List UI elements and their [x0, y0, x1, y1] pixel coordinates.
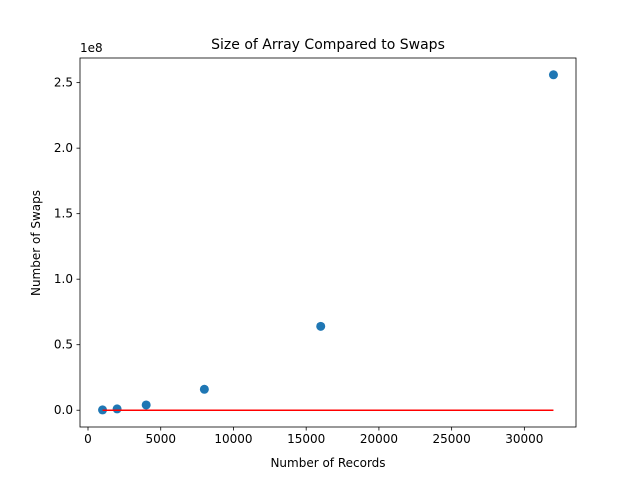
x-tick-label: 25000 [433, 432, 471, 446]
y-tick-label: 0.0 [54, 403, 73, 417]
x-tick-label: 15000 [287, 432, 325, 446]
y-tick-label: 0.5 [54, 338, 73, 352]
data-point [548, 70, 558, 80]
axes-frame [79, 57, 577, 428]
y-tick-label: 1.5 [54, 207, 73, 221]
y-tick-label: 1.0 [54, 272, 73, 286]
y-tick-label: 2.0 [54, 141, 73, 155]
chart-title: Size of Array Compared to Swaps [211, 37, 445, 53]
data-point [316, 321, 326, 331]
x-tick-label: 5000 [145, 432, 176, 446]
y-tick-label: 2.5 [54, 76, 73, 90]
x-axis-label: Number of Records [270, 456, 385, 470]
data-point [199, 384, 209, 394]
x-tick-label: 0 [84, 432, 92, 446]
data-point [112, 404, 122, 414]
axes: 0 5000 10000 15000 20000 25000 30000 0.0 0.5 1.0 1… [54, 57, 577, 446]
x-tick-label: 10000 [214, 432, 252, 446]
x-tick-label: 20000 [360, 432, 398, 446]
x-tick-label: 30000 [505, 432, 543, 446]
y-offset-text: 1e8 [80, 41, 103, 55]
y-axis-label: Number of Swaps [29, 190, 43, 296]
data-point [141, 400, 151, 410]
plot-area [98, 70, 558, 415]
